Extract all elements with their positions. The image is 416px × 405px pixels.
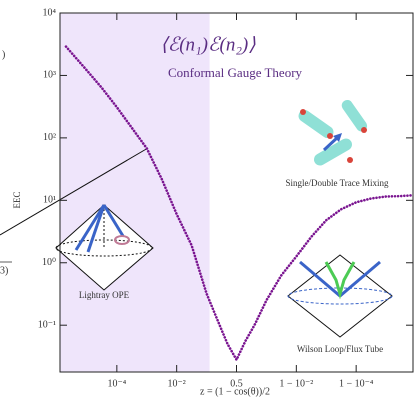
y-axis-label: EEC [12, 192, 22, 209]
y-tick-label: 10³ [43, 70, 56, 81]
x-tick-label: 10⁻² [168, 378, 186, 389]
chart-subtitle: Conformal Gauge Theory [168, 65, 303, 80]
chart-title: ⟨ℰ(n₁)ℰ(n₂)⟩ [160, 34, 256, 55]
x-tick-label: 10⁻⁴ [107, 378, 126, 389]
pointer-line [0, 147, 149, 236]
plot-frame [59, 12, 414, 373]
y-tick-label: 10⁰ [42, 257, 56, 268]
y-tick-label: 10¹ [43, 195, 56, 206]
shaded-region [60, 13, 210, 372]
left-fragment: 3) [0, 265, 8, 276]
inset-label: Lightray OPE [79, 290, 130, 300]
inset-label: Single/Double Trace Mixing [286, 178, 389, 188]
background [60, 13, 210, 372]
inset-label: Wilson Loop/Flux Tube [297, 344, 383, 354]
y-tick-label: 10² [43, 132, 56, 143]
x-tick-label: 1 − 10⁻⁴ [339, 378, 374, 389]
mixing-inset [298, 99, 368, 166]
x-tick-label: 1 − 10⁻² [279, 378, 313, 389]
x-axis-label: z = (1 − cos(θ))/2 [200, 386, 270, 397]
data-line [64, 45, 413, 363]
wilson-inset [287, 254, 393, 338]
x-tick-label: 0.5 [230, 378, 243, 389]
ope-inset [55, 204, 154, 291]
left-fragment: ) [2, 49, 5, 60]
y-tick-label: 10⁴ [43, 7, 57, 18]
y-tick-label: 10⁻¹ [38, 319, 56, 330]
